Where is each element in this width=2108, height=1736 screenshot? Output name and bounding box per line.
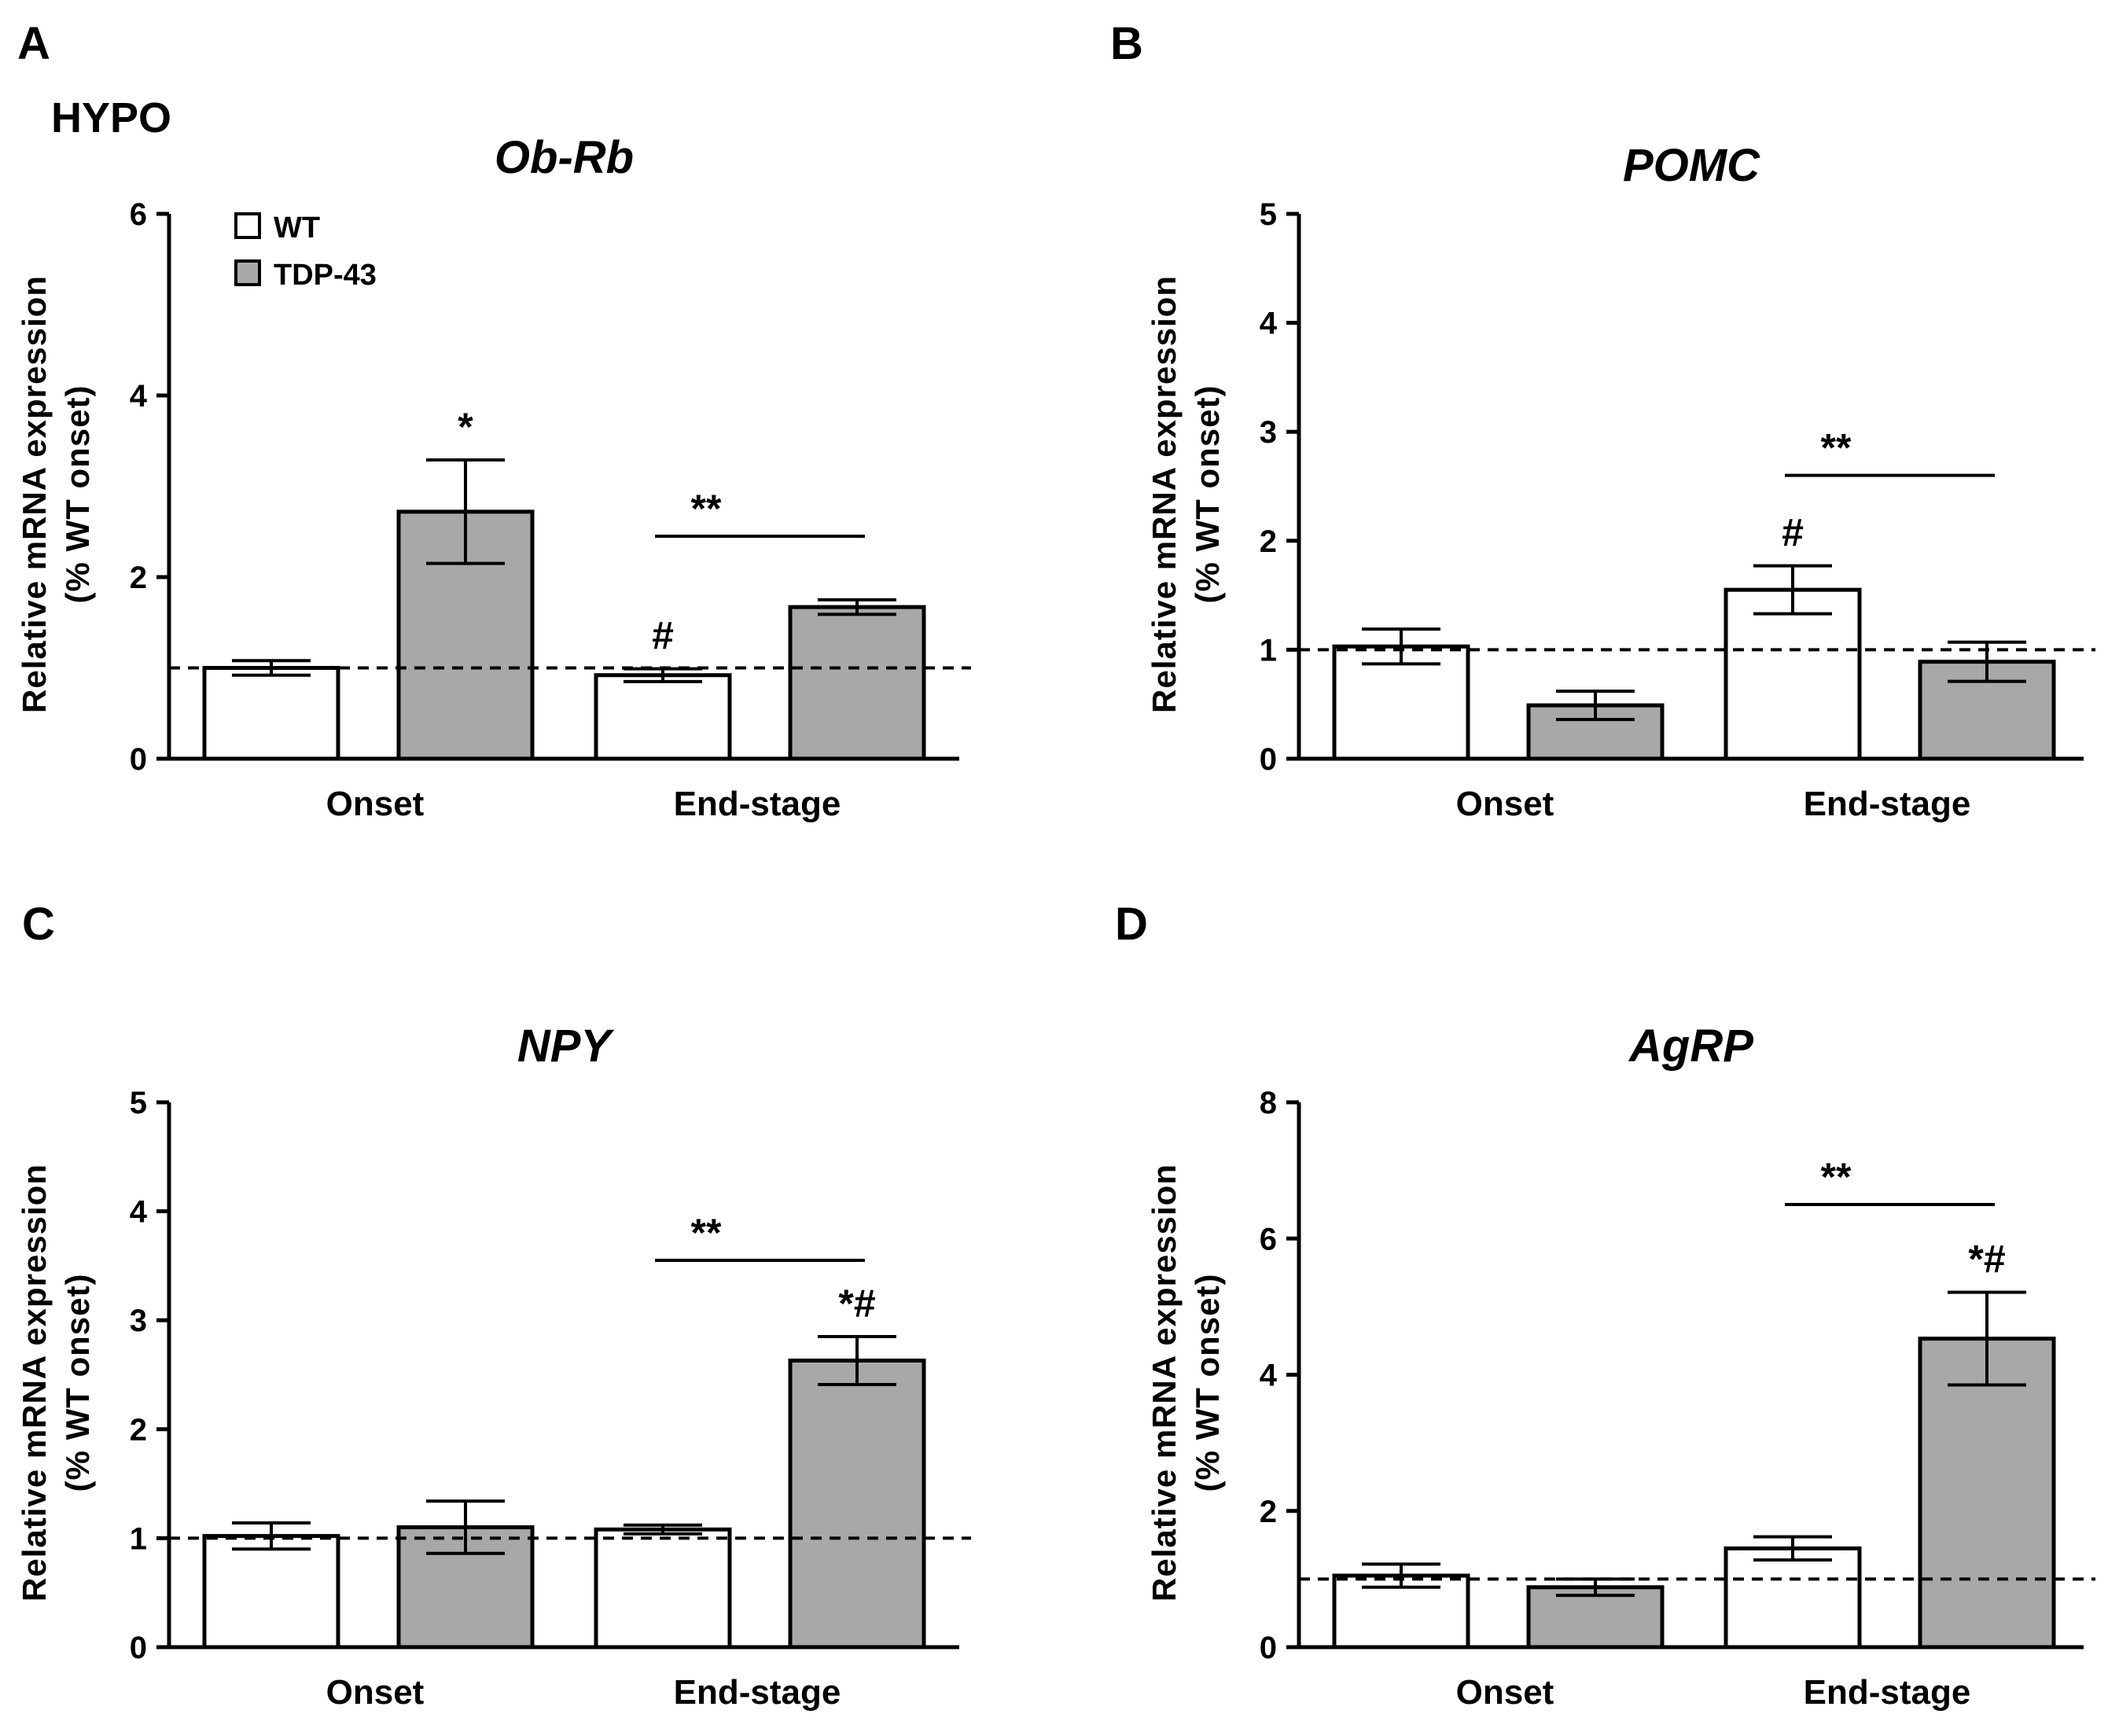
y-tick-label-b-1: 1 <box>1260 633 1277 668</box>
y-tick-label-b-3: 3 <box>1260 415 1277 450</box>
error-bar-b-0 <box>1362 627 1440 666</box>
y-tick-label-c-1: 1 <box>130 1521 147 1556</box>
y-axis-label2-d: (% WT onset) <box>1189 1274 1226 1492</box>
significance-mark-a-0: * <box>458 405 473 449</box>
significance-mark-d-0: *# <box>1968 1238 2005 1282</box>
y-tick-label-b-5: 5 <box>1260 197 1277 232</box>
y-tick-label-c-0: 0 <box>130 1631 147 1665</box>
error-bar-c-1 <box>426 1499 505 1555</box>
chart-panel-d: AgRP Relative mRNA expression (% WT onset)… <box>1146 1021 2095 1712</box>
y-tick-label-d-4: 8 <box>1260 1086 1277 1120</box>
chart-title-b: POMC <box>1623 140 1760 191</box>
x-category-label-d-0: Onset <box>1456 1673 1554 1712</box>
y-tick-label-d-2: 4 <box>1260 1359 1278 1393</box>
bar-c-wt-0 <box>202 1534 340 1650</box>
legend-label-wt: WT <box>274 211 320 245</box>
error-bar-a-3 <box>818 598 896 616</box>
panel-letter-d: D <box>1115 899 1148 950</box>
panel-letter-c: C <box>22 899 55 950</box>
chart-panel-b: POMC Relative mRNA expression (% WT onset)… <box>1146 140 2095 823</box>
x-category-label-b-0: Onset <box>1456 785 1554 823</box>
y-axis-label-a: Relative mRNA expression <box>16 275 53 713</box>
panel-letter-b: B <box>1110 18 1143 69</box>
significance-mark-c-0: *# <box>838 1282 875 1326</box>
error-bar-c-0 <box>232 1521 311 1551</box>
error-bar-d-0 <box>1362 1562 1440 1589</box>
y-axis-label-d: Relative mRNA expression <box>1146 1164 1183 1602</box>
y-tick-label-d-0: 0 <box>1260 1631 1277 1665</box>
bracket-label-a-0: ** <box>691 487 722 531</box>
y-axis-label2-a: (% WT onset) <box>59 385 96 604</box>
legend: WT TDP-43 <box>234 211 377 292</box>
y-tick-label-c-3: 3 <box>130 1304 147 1338</box>
chart-title-d: AgRP <box>1628 1021 1753 1072</box>
y-tick-label-b-2: 2 <box>1260 524 1277 559</box>
x-category-label-c-0: Onset <box>326 1673 425 1712</box>
x-category-label-a-0: Onset <box>326 785 425 823</box>
chart-title-c: NPY <box>517 1021 616 1072</box>
legend-swatch-wt <box>234 212 261 239</box>
y-axis-label2-b: (% WT onset) <box>1189 385 1226 604</box>
x-category-label-c-1: End-stage <box>674 1673 841 1712</box>
bar-a-tdp43-1 <box>788 605 926 761</box>
y-tick-label-d-1: 2 <box>1260 1495 1277 1529</box>
bar-b-wt-1 <box>1724 587 1862 761</box>
y-axis-label-b: Relative mRNA expression <box>1146 275 1183 713</box>
bracket-label-d-0: ** <box>1821 1155 1852 1199</box>
bar-a-wt-1 <box>594 673 732 761</box>
y-tick-label-d-3: 6 <box>1260 1222 1277 1256</box>
y-tick-label-a-3: 6 <box>130 197 147 232</box>
bar-a-wt-0 <box>202 666 340 761</box>
region-label: HYPO <box>51 94 171 142</box>
error-bar-d-2 <box>1753 1535 1832 1562</box>
error-bar-a-1 <box>426 458 505 565</box>
error-bar-b-1 <box>1556 690 1635 722</box>
bar-d-wt-1 <box>1724 1546 1862 1650</box>
y-axis-label2-c: (% WT onset) <box>59 1274 96 1492</box>
y-tick-label-a-1: 2 <box>130 561 147 595</box>
significance-mark-b-0: # <box>1782 511 1804 555</box>
panel-letter-a: A <box>17 18 50 69</box>
error-bar-b-2 <box>1753 564 1832 616</box>
legend-label-tdp43: TDP-43 <box>274 259 377 292</box>
error-bar-c-3 <box>818 1334 896 1386</box>
y-tick-label-c-5: 5 <box>130 1086 147 1120</box>
error-bar-d-3 <box>1948 1290 2026 1387</box>
y-tick-label-a-2: 4 <box>130 379 148 414</box>
chart-panel-a: Ob-Rb Relative mRNA expression (% WT onset… <box>16 132 971 823</box>
chart-title-a: Ob-Rb <box>495 132 634 183</box>
significance-mark-a-1: # <box>652 614 674 658</box>
y-axis-label-c: Relative mRNA expression <box>16 1164 53 1602</box>
y-tick-label-b-0: 0 <box>1260 742 1277 777</box>
y-tick-label-b-4: 4 <box>1260 307 1278 341</box>
x-category-label-b-1: End-stage <box>1804 785 1971 823</box>
legend-swatch-tdp43 <box>234 259 261 286</box>
error-bar-c-2 <box>624 1523 702 1536</box>
bar-c-tdp43-1 <box>788 1358 926 1650</box>
bracket-label-c-0: ** <box>691 1211 722 1255</box>
bar-d-tdp43-1 <box>1918 1337 2056 1650</box>
y-tick-label-c-2: 2 <box>130 1413 147 1447</box>
bracket-label-b-0: ** <box>1821 426 1852 470</box>
x-category-label-a-1: End-stage <box>674 785 841 823</box>
x-category-label-d-1: End-stage <box>1804 1673 1971 1712</box>
y-tick-label-a-0: 0 <box>130 742 147 777</box>
y-tick-label-c-4: 4 <box>130 1195 148 1230</box>
chart-panel-c: NPY Relative mRNA expression (% WT onset) 0… <box>16 1021 971 1712</box>
bar-c-tdp43-0 <box>396 1525 535 1650</box>
bar-c-wt-1 <box>594 1527 732 1650</box>
